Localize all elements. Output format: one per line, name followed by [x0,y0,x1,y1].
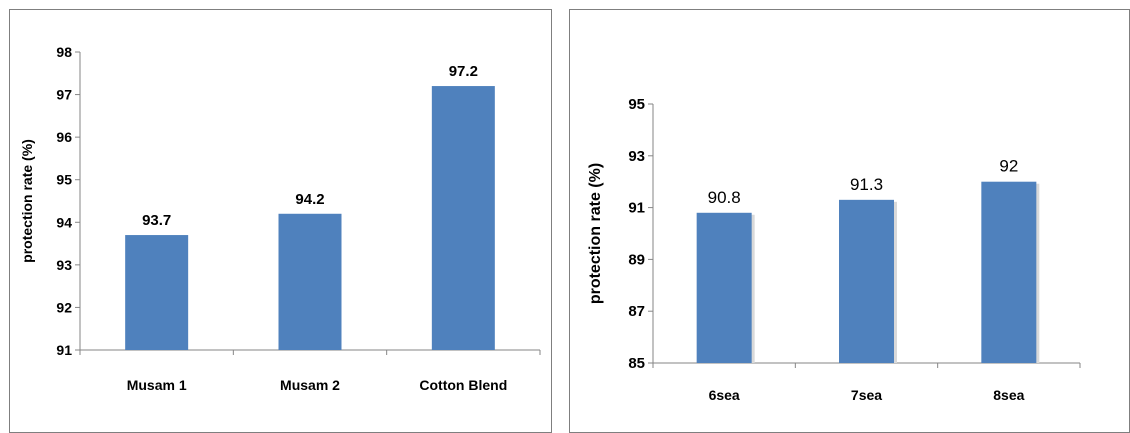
plot-area: 91 92 93 94 95 96 97 98 93.7 Musam 1 94.2 Musam 2 97… [19,44,541,393]
bar-cotton-blend [431,86,495,351]
y-tick-label: 94 [56,214,72,230]
bar-musam-1 [125,235,189,350]
y-tick-label: 95 [56,172,72,188]
y-tick-label: 89 [628,251,645,268]
data-label: 92 [999,157,1018,176]
y-axis-title: protection rate (%) [19,139,35,263]
y-tick-label: 98 [56,44,72,60]
chart-panel-left: 91 92 93 94 95 96 97 98 93.7 Musam 1 94.2 Musam 2 97… [9,9,552,433]
data-label: 94.2 [295,191,324,208]
y-tick-label: 96 [56,129,72,145]
y-tick-label: 93 [628,148,645,165]
y-tick-label: 87 [628,303,645,320]
data-label: 90.8 [708,188,741,207]
data-label: 91.3 [850,175,883,194]
y-tick-label: 93 [56,257,72,273]
x-tick-label: Cotton Blend [419,377,507,393]
bar-7sea [839,199,894,363]
chart-panel-right: 85 87 89 91 93 95 90.8 6sea 91.3 7sea 92 8sea protec… [569,9,1130,433]
data-label: 93.7 [142,212,171,229]
bar-musam-2 [278,213,342,350]
y-tick-label: 91 [56,342,72,358]
y-axis-title: protection rate (%) [587,163,604,304]
y-tick-label: 95 [628,96,645,113]
y-tick-label: 85 [628,355,645,372]
x-tick-label: Musam 2 [280,377,340,393]
x-tick-label: Musam 1 [127,377,187,393]
y-tick-label: 92 [56,299,72,315]
y-tick-label: 91 [628,200,645,217]
chart-left: 91 92 93 94 95 96 97 98 93.7 Musam 1 94.2 Musam 2 97… [19,44,541,393]
x-tick-label: 8sea [993,387,1024,403]
bar-8sea [981,181,1037,363]
x-tick-label: 6sea [709,387,740,403]
bar-6sea [696,212,752,363]
y-tick-label: 97 [56,87,72,103]
plot-area: 85 87 89 91 93 95 90.8 6sea 91.3 7sea 92 8sea protec… [587,96,1081,403]
x-tick-label: 7sea [851,387,882,403]
chart-right: 85 87 89 91 93 95 90.8 6sea 91.3 7sea 92 8sea protec… [587,96,1081,403]
data-label: 97.2 [449,63,478,80]
